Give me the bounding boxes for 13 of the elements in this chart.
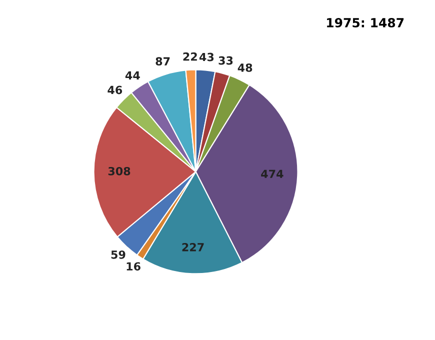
data-label: 59 xyxy=(111,250,126,259)
data-label: 474 xyxy=(261,170,284,178)
data-label: 227 xyxy=(182,242,204,252)
text: 1975: 1487 xyxy=(327,18,404,28)
data-label: 308 xyxy=(108,166,130,176)
data-label: 16 xyxy=(126,262,140,271)
data-label: 33 xyxy=(218,56,233,65)
data-label: 44 xyxy=(125,71,140,80)
data-label: 48 xyxy=(238,63,252,72)
data-label: 87 xyxy=(156,57,170,66)
data-label: 22 xyxy=(183,52,197,61)
data-label: 46 xyxy=(108,86,122,94)
data-label: 43 xyxy=(199,52,214,62)
